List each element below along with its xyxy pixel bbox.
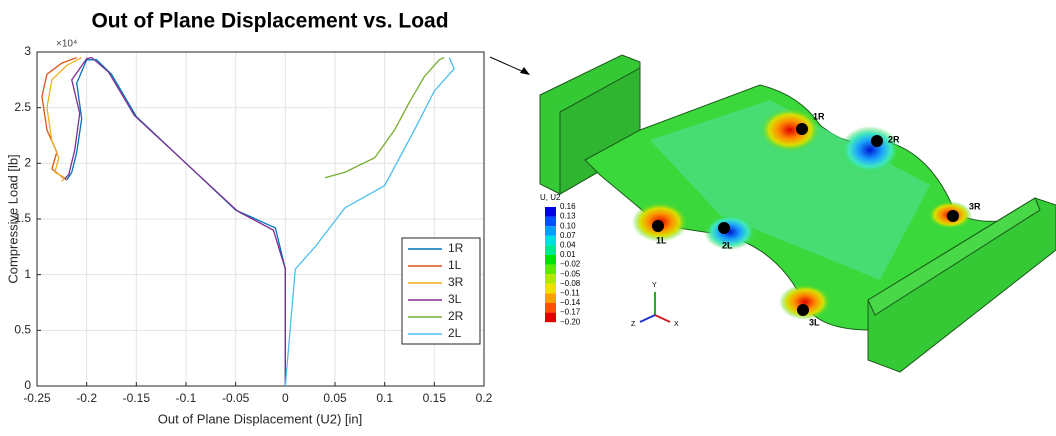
x-tick-label: 0 <box>282 391 289 405</box>
y-tick-label: 2.5 <box>14 100 31 114</box>
color-band <box>545 303 556 313</box>
contour-title: U, U2 <box>540 193 561 202</box>
y-axis-label: Compressive Load [lb] <box>5 154 20 283</box>
arrow <box>490 57 526 73</box>
color-band <box>545 226 556 236</box>
contour-label: −0.14 <box>560 298 581 307</box>
point-label: 2R <box>888 134 900 144</box>
color-band <box>545 217 556 227</box>
contour-label: −0.11 <box>560 289 580 298</box>
x-tick-label: 0.05 <box>323 391 347 405</box>
contour-label: 0.10 <box>560 221 576 230</box>
x-tick-label: -0.25 <box>23 391 51 405</box>
contour-label: 0.13 <box>560 212 576 221</box>
contour-label: 0.04 <box>560 241 576 250</box>
point-label: 2L <box>722 240 733 250</box>
y-tick-label: 2 <box>24 156 31 170</box>
x-tick-label: -0.1 <box>176 391 197 405</box>
fea-model <box>540 55 1056 372</box>
color-band <box>545 236 556 246</box>
page: {"chart_data":{"type":"line","title":"Ou… <box>0 0 1056 431</box>
contour-label: 0.01 <box>560 250 576 259</box>
point-label: 3R <box>969 201 981 211</box>
legend-label: 2R <box>448 309 464 323</box>
x-tick-label: -0.2 <box>76 391 97 405</box>
x-axis-label: Out of Plane Displacement (U2) [in] <box>158 411 362 426</box>
axis-label: X <box>674 321 679 328</box>
legend-label: 1R <box>448 241 464 255</box>
contour-label: −0.08 <box>560 279 581 288</box>
y-multiplier: ×10⁴ <box>56 39 77 50</box>
color-band <box>545 313 556 323</box>
legend-label: 3R <box>448 275 464 289</box>
x-tick-label: -0.05 <box>222 391 250 405</box>
color-band <box>545 265 556 275</box>
x-tick-label: -0.15 <box>123 391 151 405</box>
y-tick-label: 1 <box>24 267 31 281</box>
point-label: 1R <box>813 111 825 121</box>
legend-label: 2L <box>448 326 462 340</box>
color-band <box>545 274 556 284</box>
y-tick-label: 3 <box>24 44 31 58</box>
color-bar: 0.160.130.100.070.040.01−0.02−0.05−0.08−… <box>545 202 581 326</box>
figure: 1R 2R 3R 1L 2L 3L U, U2 0.160.130.100.07… <box>0 0 1056 431</box>
contour-label: 0.16 <box>560 202 576 211</box>
chart: -0.25 -0.2 -0.15 -0.1 -0.05 0 0.05 0.1 0.15 0.2 0 0… <box>14 44 492 405</box>
legend-box <box>402 238 480 344</box>
x-tick-label: 0.1 <box>376 391 393 405</box>
triad: Y Z X <box>631 282 679 328</box>
arrow-head <box>520 67 530 75</box>
contour-label: −0.05 <box>560 269 581 278</box>
color-band <box>545 207 556 217</box>
color-band <box>545 255 556 265</box>
axis-label: Y <box>652 282 657 289</box>
legend-label: 3L <box>448 292 462 306</box>
y-tick-label: 0 <box>24 378 31 392</box>
color-band <box>545 245 556 255</box>
axis-label: Z <box>631 321 636 328</box>
point-label: 1L <box>656 235 667 245</box>
x-tick-label: 0.15 <box>423 391 447 405</box>
y-tick-label: 0.5 <box>14 323 31 337</box>
legend-label: 1L <box>448 258 462 272</box>
chart-title: Out of Plane Displacement vs. Load <box>91 10 448 33</box>
contour-label: 0.07 <box>560 231 576 240</box>
contour-label: −0.20 <box>560 317 581 326</box>
color-band <box>545 284 556 294</box>
contour-label: −0.17 <box>560 308 581 317</box>
contour-label: −0.02 <box>560 260 581 269</box>
color-band <box>545 293 556 303</box>
point-label: 3L <box>809 317 820 327</box>
x-tick-label: 0.2 <box>476 391 493 405</box>
